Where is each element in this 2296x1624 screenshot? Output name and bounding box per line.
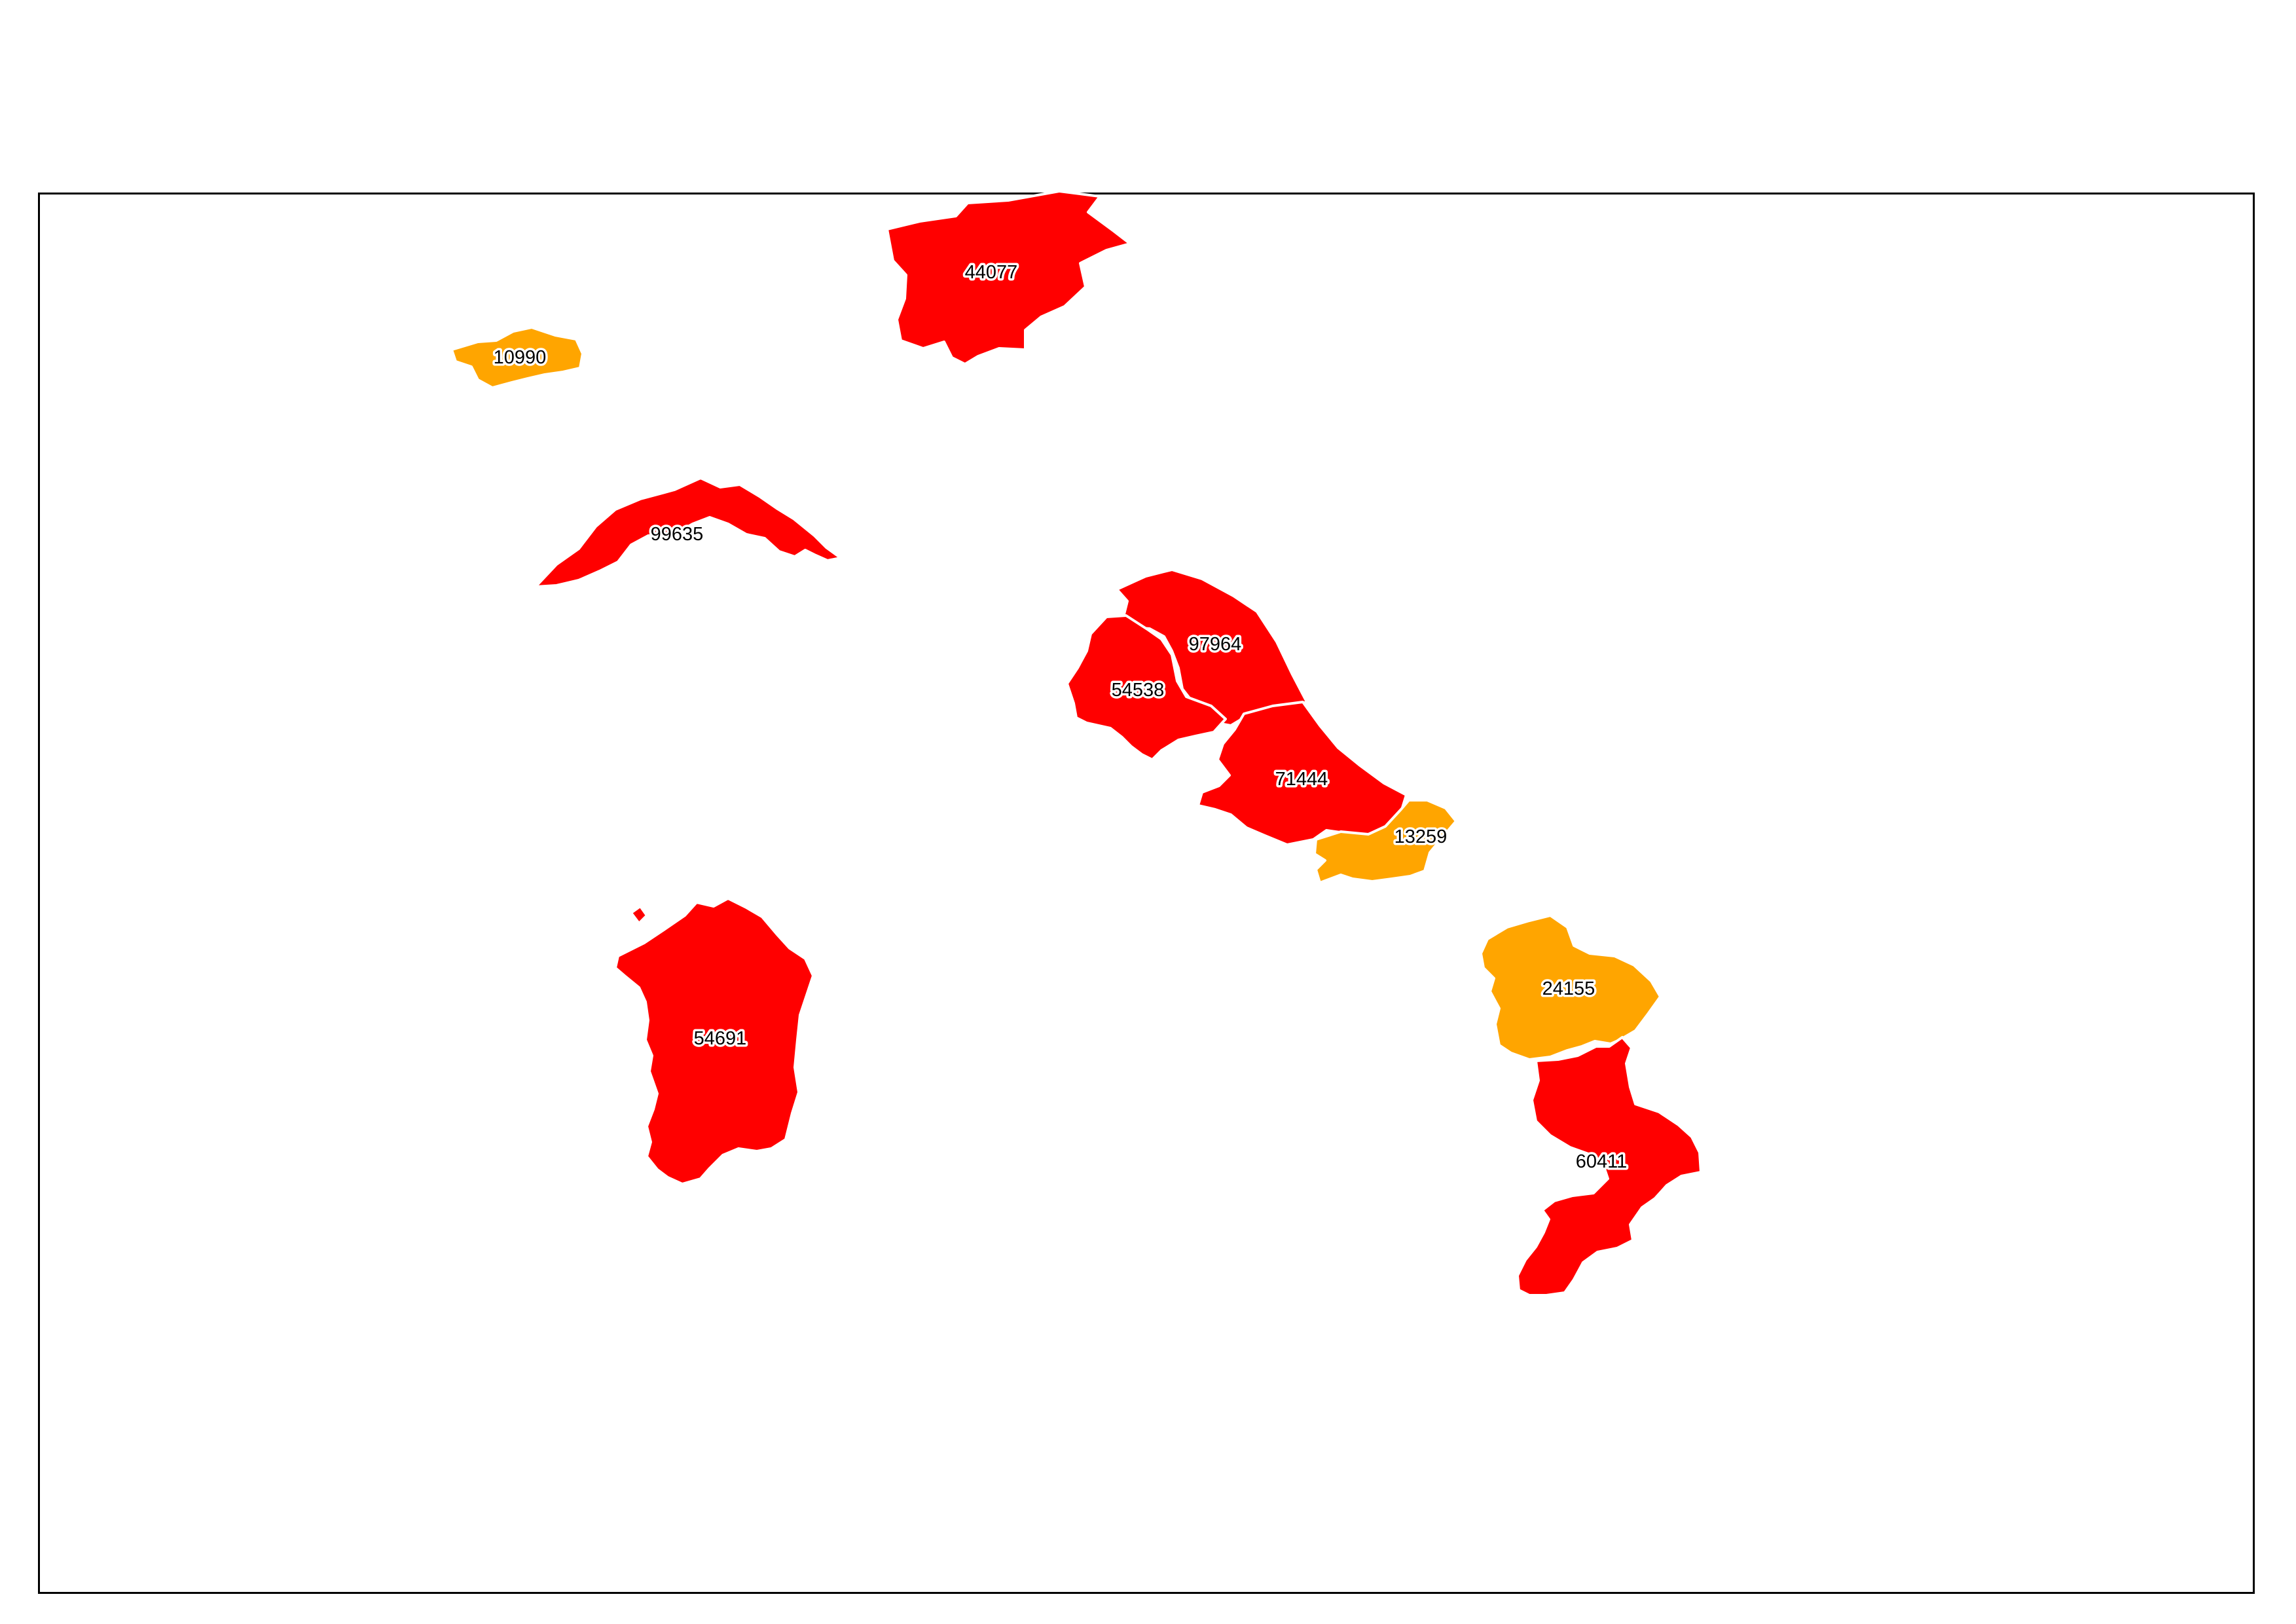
label-97964: 97964 (1189, 634, 1242, 655)
region-60411[interactable] (1516, 1036, 1702, 1297)
label-54691: 54691 (694, 1028, 747, 1049)
region-10990[interactable] (450, 326, 584, 389)
region-99635[interactable] (534, 477, 842, 588)
label-24155: 24155 (1542, 978, 1595, 999)
label-60411: 60411 (1576, 1151, 1628, 1172)
label-44077: 44077 (965, 262, 1018, 283)
region-54691-islet (630, 905, 648, 925)
region-13259[interactable] (1313, 799, 1457, 884)
label-54538: 54538 (1112, 680, 1165, 701)
region-24155[interactable] (1480, 914, 1662, 1061)
region-54691[interactable] (614, 897, 814, 1185)
label-99635: 99635 (651, 524, 704, 545)
label-71444: 71444 (1275, 769, 1328, 790)
region-44077[interactable] (886, 190, 1131, 365)
region-54538[interactable] (1066, 614, 1227, 761)
label-13259: 13259 (1394, 826, 1448, 847)
label-10990: 10990 (494, 347, 547, 368)
region-71444[interactable] (1197, 701, 1408, 846)
map-frame (38, 193, 2255, 1594)
